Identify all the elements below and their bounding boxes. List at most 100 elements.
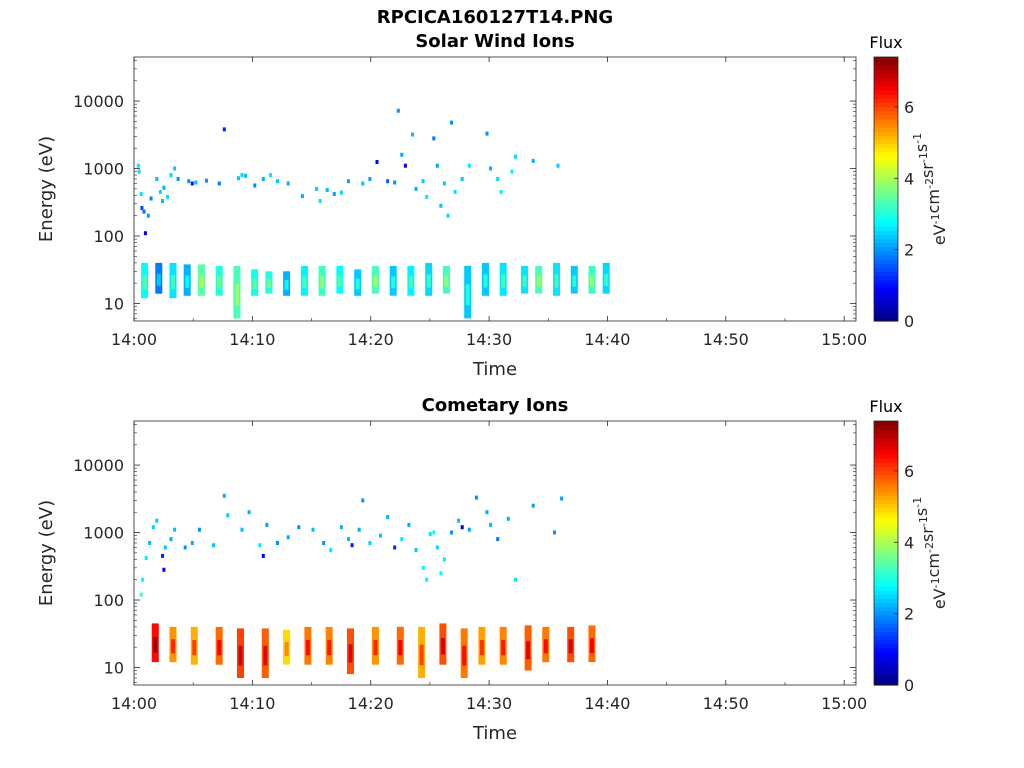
flux-burst-core <box>543 639 548 654</box>
flux-point <box>496 537 500 542</box>
flux-point <box>183 545 187 550</box>
flux-point <box>439 571 443 576</box>
flux-point <box>190 541 194 545</box>
colorbar-swatch <box>874 643 898 649</box>
colorbar-tick-label: 2 <box>904 605 914 624</box>
flux-point <box>325 188 329 192</box>
colorbar-swatch <box>874 308 898 314</box>
flux-point <box>148 541 152 545</box>
colorbar-swatch <box>874 511 898 517</box>
unit-exponent: -2 <box>923 178 936 189</box>
colorbar-swatch <box>874 532 898 538</box>
flux-point <box>467 163 471 168</box>
flux-point <box>432 530 436 535</box>
figure-title: RPCICA160127T14.PNG <box>376 7 614 28</box>
flux-point <box>496 177 500 181</box>
colorbar-swatch <box>874 110 898 116</box>
flux-burst-core <box>142 275 147 290</box>
colorbar-swatch <box>874 433 898 439</box>
colorbar-swatch <box>874 573 898 579</box>
unit-exponent: -1 <box>929 577 942 588</box>
flux-point <box>435 163 439 168</box>
y-tick-label: 1000 <box>83 524 124 543</box>
colorbar-swatch <box>874 565 898 571</box>
flux-point <box>197 527 201 532</box>
colorbar-swatch <box>874 65 898 70</box>
flux-point <box>350 543 354 548</box>
flux-burst-core <box>153 637 158 653</box>
x-tick-label: 14:20 <box>348 694 394 713</box>
unit-base: s <box>912 508 931 516</box>
flux-point <box>553 530 556 535</box>
colorbar-swatch <box>874 577 898 583</box>
flux-point <box>347 537 350 542</box>
flux-point <box>453 189 457 194</box>
flux-burst-core <box>252 278 257 290</box>
colorbar-title: Flux <box>869 397 902 416</box>
colorbar-swatch <box>874 189 898 194</box>
colorbar-swatch <box>874 283 898 289</box>
flux-point <box>244 173 248 178</box>
colorbar-title: Flux <box>869 33 902 52</box>
flux-point <box>212 543 216 548</box>
flux-burst-core <box>526 641 531 660</box>
flux-point <box>276 541 279 545</box>
flux-point <box>347 179 350 184</box>
colorbar-tick-label: 4 <box>904 169 914 188</box>
flux-point <box>300 194 304 199</box>
colorbar-swatch <box>874 209 898 215</box>
flux-point <box>414 186 418 191</box>
flux-burst-core <box>479 640 484 656</box>
colorbar-swatch <box>874 217 898 223</box>
unit-exponent: -1 <box>911 497 924 508</box>
colorbar-swatch <box>874 205 898 211</box>
y-tick-label: 10000 <box>73 456 124 475</box>
flux-point <box>146 213 150 218</box>
colorbar-swatch <box>874 213 898 219</box>
colorbar-swatch <box>874 201 898 207</box>
colorbar-swatch <box>874 259 898 264</box>
colorbar-swatch <box>874 184 898 190</box>
flux-point <box>442 557 446 562</box>
flux-point <box>286 181 290 186</box>
colorbar-swatch <box>874 156 898 161</box>
colorbar-swatch <box>874 304 898 310</box>
colorbar-swatch <box>874 114 898 120</box>
flux-burst-core <box>320 276 325 289</box>
flux-point <box>467 527 471 532</box>
colorbar-unit-label: eV-1cm-2sr-1s-1 <box>911 497 949 609</box>
flux-point <box>442 181 446 186</box>
flux-point <box>161 553 164 558</box>
flux-burst-core <box>536 275 541 287</box>
x-tick-label: 14:40 <box>584 694 630 713</box>
flux-point <box>386 515 390 519</box>
colorbar-swatch <box>874 610 898 616</box>
flux-burst-core <box>590 638 594 653</box>
colorbar-swatch <box>874 312 898 318</box>
flux-point <box>142 209 146 214</box>
colorbar-swatch <box>874 524 898 529</box>
colorbar-swatch <box>874 123 898 128</box>
flux-point <box>446 213 450 218</box>
colorbar-swatch <box>874 164 898 169</box>
colorbar-swatch <box>874 197 898 202</box>
colorbar-swatch <box>874 139 898 145</box>
colorbar-swatch <box>874 147 898 153</box>
colorbar-swatch <box>874 635 898 641</box>
flux-point <box>151 525 155 530</box>
flux-point <box>368 541 372 545</box>
colorbar-swatch <box>874 598 898 604</box>
colorbar-unit-label: eV-1cm-2sr-1s-1 <box>911 133 949 245</box>
flux-point <box>379 533 382 538</box>
flux-point <box>432 136 436 141</box>
colorbar-swatch <box>874 131 898 136</box>
flux-burst-core <box>263 645 268 666</box>
flux-point <box>149 196 153 201</box>
flux-point <box>322 541 326 545</box>
flux-point <box>261 177 265 181</box>
unit-exponent: -1 <box>917 152 930 163</box>
flux-point <box>375 160 379 164</box>
flux-burst-core <box>501 274 506 288</box>
